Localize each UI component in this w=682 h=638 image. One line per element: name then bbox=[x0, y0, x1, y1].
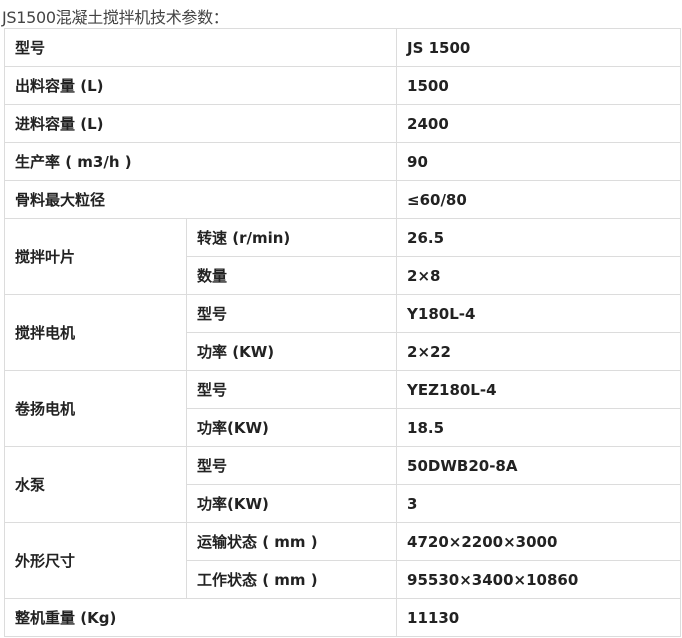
label-cell: 进料容量 (L) bbox=[3, 104, 398, 143]
table-row: 功率(KW) 18.5 bbox=[5, 408, 682, 447]
table-row: 功率 (KW) 2×22 bbox=[5, 332, 682, 371]
value-cell: 4720×2200×3000 bbox=[396, 522, 682, 561]
spec-table: 型号 JS 1500 出料容量 (L) 1500 进料容量 (L) 2400 生产率 ( m… bbox=[3, 28, 682, 637]
label-cell: 生产率 ( m3/h ) bbox=[3, 142, 398, 181]
table-row: 出料容量 (L) 1500 bbox=[3, 66, 682, 105]
value-cell: 95530×3400×10860 bbox=[396, 560, 682, 599]
group-label-cell: 搅拌电机 bbox=[4, 294, 187, 371]
label-cell: 整机重量 (Kg) bbox=[3, 598, 398, 637]
group-label-cell: 外形尺寸 bbox=[4, 522, 187, 599]
table-row: 水泵 型号 50DWB20-8A bbox=[4, 446, 682, 523]
value-cell: Y180L-4 bbox=[396, 294, 682, 333]
table-row: 骨料最大粒径 ≤60/80 bbox=[3, 180, 682, 219]
table-row: 搅拌叶片 转速 (r/min) 26.5 bbox=[4, 218, 682, 295]
group-label-cell: 搅拌叶片 bbox=[4, 218, 187, 295]
sub-label-cell: 运输状态 ( mm ) bbox=[185, 522, 398, 561]
value-cell: 2×8 bbox=[396, 256, 682, 295]
value-cell: 50DWB20-8A bbox=[396, 446, 682, 485]
value-cell: 2×22 bbox=[396, 332, 682, 371]
group-label-cell: 水泵 bbox=[4, 446, 187, 523]
group-label-cell: 卷扬电机 bbox=[4, 370, 187, 447]
table-row: 整机重量 (Kg) 11130 bbox=[3, 598, 682, 637]
label-cell: 型号 bbox=[3, 28, 398, 67]
value-cell: YEZ180L-4 bbox=[396, 370, 682, 409]
sub-label-cell: 功率(KW) bbox=[185, 408, 398, 447]
table-row: 数量 2×8 bbox=[5, 256, 682, 295]
value-cell: JS 1500 bbox=[396, 28, 682, 67]
table-row: 型号 JS 1500 bbox=[3, 28, 682, 67]
value-cell: 3 bbox=[396, 484, 682, 523]
table-row: 搅拌电机 型号 Y180L-4 bbox=[4, 294, 682, 371]
table-row: 生产率 ( m3/h ) 90 bbox=[3, 142, 682, 181]
table-row: 功率(KW) 3 bbox=[5, 484, 682, 523]
value-cell: 26.5 bbox=[396, 218, 682, 257]
sub-label-cell: 工作状态 ( mm ) bbox=[185, 560, 398, 599]
table-row: 外形尺寸 运输状态 ( mm ) 4720×2200×3000 bbox=[4, 522, 682, 599]
sub-label-cell: 功率 (KW) bbox=[185, 332, 398, 371]
value-cell: 1500 bbox=[396, 66, 682, 105]
value-cell: 2400 bbox=[396, 104, 682, 143]
sub-label-cell: 型号 bbox=[185, 370, 398, 409]
value-cell: ≤60/80 bbox=[396, 180, 682, 219]
label-cell: 骨料最大粒径 bbox=[3, 180, 398, 219]
value-cell: 18.5 bbox=[396, 408, 682, 447]
table-row: 进料容量 (L) 2400 bbox=[3, 104, 682, 143]
table-row: 工作状态 ( mm ) 95530×3400×10860 bbox=[5, 560, 682, 599]
sub-label-cell: 功率(KW) bbox=[185, 484, 398, 523]
sub-label-cell: 型号 bbox=[185, 294, 398, 333]
sub-label-cell: 转速 (r/min) bbox=[185, 218, 398, 257]
label-cell: 出料容量 (L) bbox=[3, 66, 398, 105]
page-title: JS1500混凝土搅拌机技术参数： bbox=[2, 8, 229, 27]
value-cell: 90 bbox=[396, 142, 682, 181]
value-cell: 11130 bbox=[396, 598, 682, 637]
table-row: 卷扬电机 型号 YEZ180L-4 bbox=[4, 370, 682, 447]
sub-label-cell: 数量 bbox=[185, 256, 398, 295]
sub-label-cell: 型号 bbox=[185, 446, 398, 485]
